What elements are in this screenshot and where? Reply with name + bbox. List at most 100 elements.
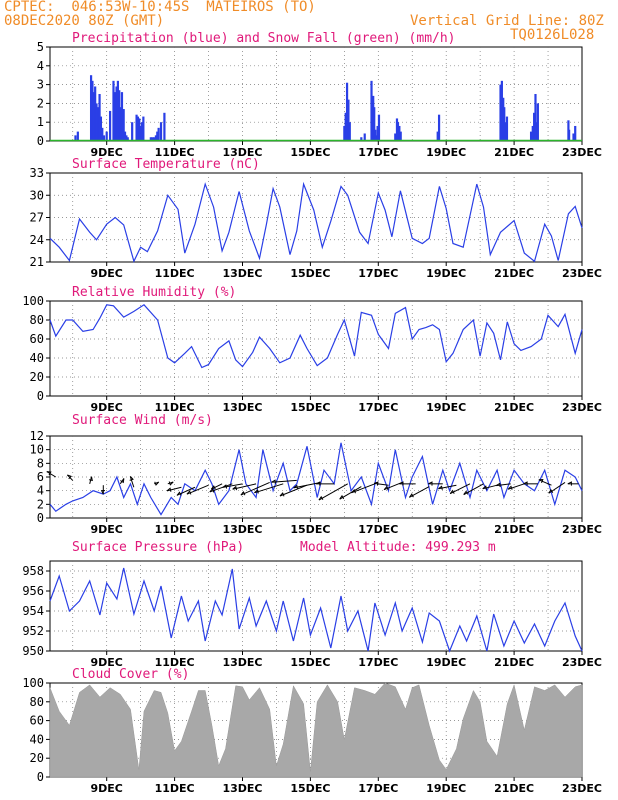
wind-vector [496, 483, 511, 487]
wind-vector [374, 482, 389, 486]
wind-vector-head [373, 481, 379, 486]
precip-bar [98, 94, 101, 141]
precip-ytick-label: 4 [37, 59, 44, 73]
wind-ytick-label: 10 [30, 443, 44, 457]
precip-bar [377, 114, 381, 141]
precip-bar [396, 122, 400, 141]
precip-xtick-label: 23DEC [562, 146, 602, 159]
wind-vector-head [408, 493, 414, 498]
precip-bar [97, 107, 100, 141]
wind-vector-head [120, 478, 125, 484]
pressure-xtick-label: 11DEC [155, 656, 195, 669]
precip-bar [370, 80, 373, 141]
pressure-ytick-label: 952 [22, 624, 44, 638]
pressure-xtick-label: 13DEC [222, 656, 262, 669]
precip-bar [156, 131, 159, 141]
precip-bar [126, 137, 129, 141]
precip-ytick-label: 0 [37, 134, 44, 148]
wind-vector-head [523, 481, 528, 486]
pressure-xtick-label: 9DEC [91, 656, 123, 669]
precip-bar [95, 103, 98, 141]
precip-bar [131, 122, 134, 141]
wind-vector-head [88, 476, 93, 482]
wind-xtick-label: 15DEC [290, 523, 330, 536]
precip-xtick-label: 15DEC [290, 146, 330, 159]
rh-ytick-label: 40 [30, 351, 44, 365]
pressure-line [49, 567, 583, 653]
precip-bar [374, 129, 377, 141]
precip-bar [347, 99, 350, 141]
precip-bar [140, 122, 144, 141]
wind-vector-head [507, 485, 513, 490]
precip-xtick-label: 13DEC [222, 146, 262, 159]
wind-vector-head [154, 481, 160, 486]
precip-bar [116, 80, 120, 141]
precip-xtick-label: 19DEC [426, 146, 466, 159]
precip-bar [105, 131, 108, 141]
wind-vector [507, 483, 525, 490]
wind-vector-head [538, 479, 544, 483]
wind-vector-head [209, 488, 215, 493]
temp-xtick-label: 21DEC [494, 267, 534, 280]
pressure-title: Surface Pressure (hPa) [72, 540, 244, 555]
wind-vector-head [438, 485, 443, 490]
precip-bar [345, 82, 349, 141]
wind-vector-head [496, 482, 501, 487]
wind-vector [482, 484, 498, 490]
pressure-frame [49, 560, 583, 652]
grid-note: Vertical Grid Line: 80Z [410, 13, 604, 29]
wind-vector [351, 483, 376, 494]
wind-ytick-label: 2 [37, 497, 44, 511]
precip-bar [535, 122, 538, 141]
wind-ytick-label: 6 [37, 470, 44, 484]
wind-vector-head [428, 481, 433, 486]
precip-bar [153, 137, 156, 141]
wind-xtick-label: 9DEC [91, 523, 123, 536]
cloud-xtick-label: 19DEC [426, 782, 466, 795]
precip-bar [437, 114, 441, 141]
temp-xtick-label: 9DEC [91, 267, 123, 280]
precip-xtick-label: 17DEC [358, 146, 398, 159]
wind-vector-head [463, 490, 469, 495]
rh-xtick-label: 23DEC [562, 401, 602, 414]
rh-xtick-label: 11DEC [155, 401, 195, 414]
cloud-ytick-label: 60 [30, 714, 44, 728]
wind-vector-head [222, 484, 228, 489]
wind-vector [438, 484, 457, 490]
cloud-xtick-label: 17DEC [358, 782, 398, 795]
wind-vector-head [567, 481, 572, 486]
precip-xtick-label: 11DEC [155, 146, 195, 159]
wind-vector-head [240, 491, 246, 496]
wind-xtick-label: 19DEC [426, 523, 466, 536]
precip-bar [139, 125, 142, 141]
rh-line [49, 304, 583, 369]
temp-ytick-label: 33 [30, 166, 44, 180]
wind-xtick-label: 17DEC [358, 523, 398, 536]
wind-line [49, 442, 583, 516]
precip-bar [125, 135, 128, 141]
precip-ytick-label: 3 [37, 78, 44, 92]
precip-bar [503, 107, 506, 141]
precip-bar [572, 133, 575, 141]
precip-bar [348, 122, 351, 141]
precip-bar [112, 80, 115, 141]
rh-ytick-label: 60 [30, 332, 44, 346]
precip-bar [115, 86, 118, 141]
precip-bar [135, 114, 138, 141]
precip-bar [500, 80, 503, 141]
pressure-subtitle: Model Altitude: 499.293 m [300, 540, 496, 555]
wind-vector [211, 483, 223, 490]
precip-bar [376, 125, 379, 141]
temp-ytick-label: 21 [30, 255, 44, 269]
wind-xtick-label: 21DEC [494, 523, 534, 536]
precip-bar [157, 127, 160, 141]
cloud-ytick-label: 40 [30, 732, 44, 746]
precip-bar [499, 84, 502, 141]
cloud-xtick-label: 23DEC [562, 782, 602, 795]
precip-xtick-label: 9DEC [91, 146, 123, 159]
precip-bar [123, 131, 127, 141]
wind-vector [538, 479, 552, 486]
precip-ytick-label: 5 [37, 40, 44, 54]
rh-xtick-label: 21DEC [494, 401, 534, 414]
